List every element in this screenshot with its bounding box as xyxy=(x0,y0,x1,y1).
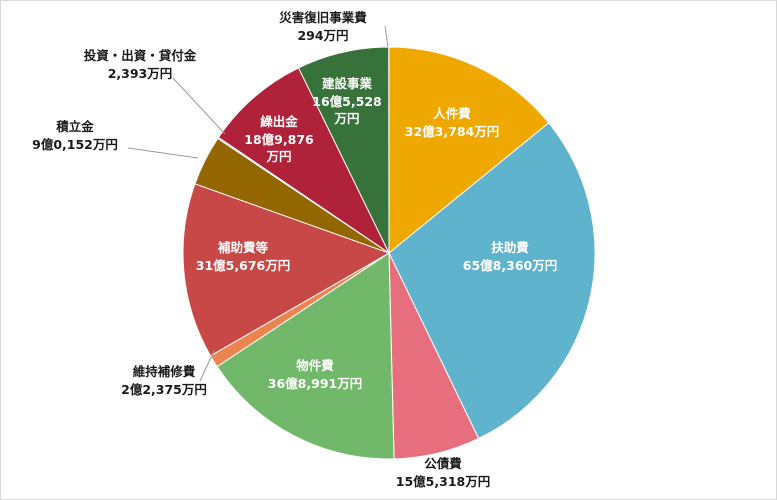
slice-name-label: 災害復旧事業費 xyxy=(278,10,367,25)
slice-value-label: 65億8,360万円 xyxy=(463,258,557,273)
slice-value-label: 36億8,991万円 xyxy=(268,376,362,391)
leader-line xyxy=(127,147,199,159)
leader-line xyxy=(172,77,226,135)
pie-slice xyxy=(388,46,550,255)
slice-value-label: 2,393万円 xyxy=(108,66,173,81)
pie-slice xyxy=(182,183,391,357)
slice-label: 人件費 32億3,784万円 xyxy=(405,106,499,139)
slice-value-label: 294万円 xyxy=(297,28,348,43)
slice-name-label: 物件費 xyxy=(296,358,334,373)
slice-label: 積立金 9億0,152万円 xyxy=(32,119,199,159)
slice-label: 公債費 15億5,318万円 xyxy=(396,456,490,489)
slice-name-label: 公債費 xyxy=(424,456,462,471)
slice-label: 扶助費 65億8,360万円 xyxy=(463,240,557,273)
slice-value-label: 16億5,528 xyxy=(312,94,381,109)
pie-slice xyxy=(216,252,395,460)
slice-label: 補助費等 31億5,676万円 xyxy=(196,240,290,273)
slice-label: 繰出金 18億9,876 万円 xyxy=(244,114,314,164)
slice-value-unit: 万円 xyxy=(265,149,291,164)
slice-name-label: 扶助費 xyxy=(491,240,529,255)
slice-value-label: 15億5,318万円 xyxy=(396,474,490,489)
leader-line xyxy=(384,25,389,48)
slice-label: 建設事業 16億5,528 万円 xyxy=(312,76,381,126)
slice-value-label: 2億2,375万円 xyxy=(121,382,207,397)
slice-label: 維持補修費 2億2,375万円 xyxy=(121,350,215,397)
slice-name-label: 投資・出資・貸付金 xyxy=(84,48,197,63)
pie-slice xyxy=(217,67,391,255)
slice-value-label: 31億5,676万円 xyxy=(196,258,290,273)
slice-value-label: 32億3,784万円 xyxy=(405,124,499,139)
slice-label: 物件費 36億8,991万円 xyxy=(268,358,362,391)
slice-label: 投資・出資・貸付金 2,393万円 xyxy=(84,48,226,135)
slice-value-label: 18億9,876 xyxy=(244,132,314,147)
slice-value-unit: 万円 xyxy=(333,111,359,126)
slice-label: 災害復旧事業費 294万円 xyxy=(278,10,389,48)
slice-name-label: 補助費等 xyxy=(217,240,269,255)
slice-name-label: 人件費 xyxy=(433,106,471,121)
slice-name-label: 積立金 xyxy=(55,119,94,134)
leader-line xyxy=(199,350,215,382)
slice-name-label: 維持補修費 xyxy=(133,364,196,379)
slice-value-label: 9億0,152万円 xyxy=(32,137,118,152)
slice-name-label: 繰出金 xyxy=(260,114,298,129)
slice-name-label: 建設事業 xyxy=(322,76,373,91)
